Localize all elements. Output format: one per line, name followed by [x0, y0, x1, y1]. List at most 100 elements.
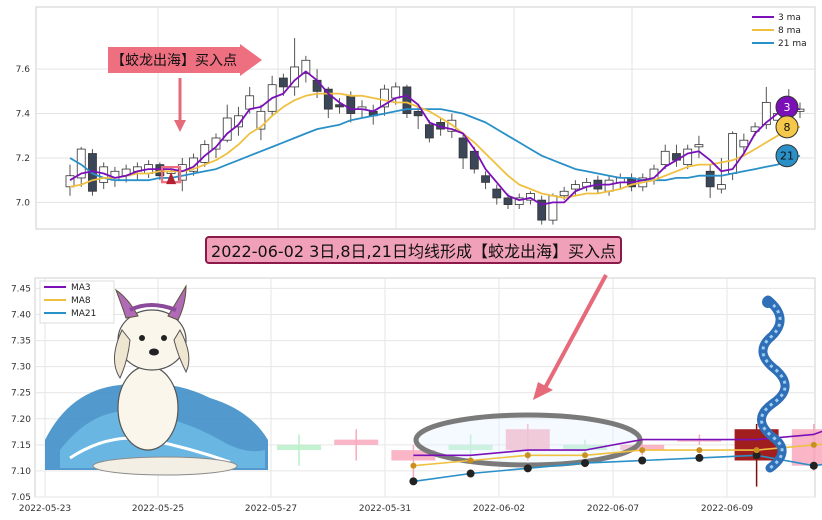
top-candle-body [683, 148, 693, 166]
bottom-ma8-point [810, 441, 817, 448]
ma-badge-label: 8 [784, 121, 791, 134]
bottom-ma8-point [410, 462, 417, 469]
top-candle-body [65, 175, 75, 188]
top-candle-body [155, 164, 165, 177]
bottom-ma21-point [752, 451, 761, 460]
top-candle-body [492, 188, 502, 199]
top-candle-body [177, 164, 187, 181]
bottom-y-tick-label: 7.20 [11, 415, 31, 425]
bottom-ma21-point [809, 461, 818, 470]
bottom-ma3-line [413, 430, 822, 457]
top-legend-label: 21 ma [778, 39, 807, 49]
ma-badge-21 [775, 144, 799, 168]
top-y-tick-label: 7.2 [16, 154, 30, 164]
top-candle-body [312, 79, 322, 92]
bottom-ma21-point [581, 459, 589, 468]
top-candle-body [189, 157, 198, 172]
bottom-x-tick-label: 2022-05-31 [359, 504, 411, 514]
ma-badge-label: 21 [780, 150, 794, 163]
bottom-x-tick-label: 2022-05-25 [132, 504, 184, 514]
bottom-candle-body [677, 439, 722, 442]
bottom-candle-body [277, 444, 321, 451]
bottom-ma8-point [639, 447, 646, 454]
chart-title-box: 2022-06-02 3日,8日,21日均线形成【蛟龙出海】买入点 [205, 236, 622, 264]
bottom-legend-label: MA21 [71, 309, 96, 319]
bottom-candle-body [448, 444, 493, 451]
bottom-ma8-point [753, 447, 760, 454]
top-candle-body [211, 137, 221, 150]
top-candle-body [548, 195, 558, 221]
bottom-ma21-point [409, 477, 418, 486]
top-y-tick-label: 7.4 [16, 110, 31, 120]
bottom-x-tick-label: 2022-05-23 [19, 504, 71, 514]
top-candle-body [537, 199, 547, 221]
bottom-ma8-line [413, 443, 822, 467]
top-candle-body [222, 117, 232, 141]
top-candle-body [346, 95, 356, 114]
bottom-candle-body [505, 429, 550, 451]
bottom-legend-label: MA3 [71, 283, 91, 293]
top-candle-body [694, 144, 704, 148]
bottom-ma8-point [696, 447, 703, 454]
ma-badge-8 [775, 115, 799, 139]
top-panel: 7.0 7.2 7.4 7.6 3 ma 8 ma 21 ma 3 8 21 [16, 6, 816, 230]
top-signal-arrow [166, 172, 177, 185]
bottom-x-tick-label: 2022-06-07 [587, 504, 639, 514]
bottom-ma8-point [524, 452, 531, 459]
dog-surfing-with-dragon-horns-icon [45, 284, 268, 476]
top-candle-body [705, 170, 715, 188]
top-candle-body [514, 197, 524, 205]
top-plot-area [35, 6, 816, 230]
top-candle-body [256, 110, 266, 130]
bottom-ma21-line [413, 454, 822, 483]
bottom-y-tick-label: 7.05 [11, 493, 31, 503]
buy-point-label: 【蛟龙出海】买入点 [111, 53, 237, 69]
top-candle-body [604, 179, 614, 192]
top-candle-body [323, 88, 333, 110]
bottom-ma21-point [466, 469, 475, 478]
bottom-candle-body [334, 439, 379, 445]
bottom-ma8-point [467, 457, 474, 464]
top-candle-body [761, 102, 771, 126]
bottom-candle-body [563, 444, 607, 451]
top-candle-body [234, 115, 243, 128]
bottom-y-tick-label: 7.45 [11, 284, 31, 294]
annotation-arrow-head [240, 44, 262, 76]
top-legend-label: 8 ma [778, 26, 801, 36]
bottom-ma21-point [695, 453, 704, 462]
bottom-annotation-arrow-shaft [543, 274, 608, 389]
bottom-x-tick-label: 2022-06-09 [701, 504, 754, 514]
top-candle-body [660, 150, 670, 166]
chart-title: 2022-06-02 3日,8日,21日均线形成【蛟龙出海】买入点 [211, 242, 616, 261]
bottom-y-tick-label: 7.40 [11, 311, 31, 321]
top-candle-body [424, 124, 434, 139]
bottom-x-tick-label: 2022-06-02 [473, 504, 525, 514]
blue-dragon-icon [757, 295, 790, 473]
top-candle-body [402, 86, 412, 114]
top-ma3-line [69, 70, 800, 206]
bottom-y-tick-label: 7.10 [11, 467, 31, 477]
bottom-ma21-point [523, 464, 532, 473]
top-ma21-line [69, 108, 801, 182]
bottom-y-tick-label: 7.15 [11, 441, 31, 451]
bottom-ma8-point [582, 452, 588, 459]
ma-badge-label: 3 [784, 101, 791, 114]
bottom-y-tick-label: 7.25 [11, 389, 31, 399]
top-candle-body [559, 190, 569, 197]
bottom-ma21-point [638, 456, 647, 465]
buy-point-annotation: 【蛟龙出海】买入点 [108, 47, 240, 73]
top-candle-body [570, 184, 580, 190]
top-candle-body [76, 148, 86, 179]
top-candle-body [413, 110, 423, 117]
top-candle-body [481, 175, 490, 183]
top-candle-body [391, 86, 401, 99]
annotation-down-arrow-head [174, 120, 186, 132]
bottom-y-tick-label: 7.30 [11, 363, 31, 373]
top-y-tick-label: 7.6 [16, 65, 31, 75]
top-candle-body [458, 137, 468, 159]
bottom-y-tick-label: 7.35 [11, 337, 31, 347]
bottom-x-tick-label: 2022-05-27 [245, 504, 297, 514]
top-candle-body [278, 77, 288, 88]
top-candle-body [245, 95, 255, 110]
